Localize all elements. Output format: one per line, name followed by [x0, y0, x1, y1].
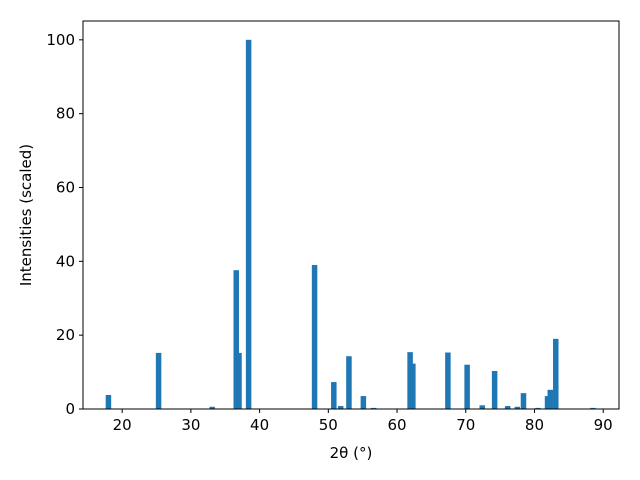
x-tick-label: 30	[181, 416, 200, 434]
bar	[547, 389, 554, 409]
bar	[360, 396, 367, 409]
y-tick-label: 80	[56, 105, 75, 123]
bar	[520, 393, 527, 409]
y-tick-label: 40	[56, 252, 75, 270]
bar	[535, 407, 541, 409]
bar	[491, 370, 498, 409]
bar	[410, 363, 416, 409]
bar	[504, 406, 511, 409]
x-axis-label: 2θ (°)	[330, 444, 373, 462]
y-tick-label: 20	[56, 326, 75, 344]
y-tick-label: 100	[46, 31, 75, 49]
y-tick-label: 0	[65, 400, 75, 418]
x-tick-label: 20	[113, 416, 132, 434]
bar	[370, 407, 377, 409]
x-tick-label: 50	[319, 416, 338, 434]
bar	[337, 406, 344, 409]
bar	[209, 406, 215, 409]
bar	[311, 265, 318, 409]
bar	[590, 407, 596, 409]
x-tick-label: 70	[456, 416, 475, 434]
bar	[464, 364, 470, 409]
bar	[105, 394, 112, 409]
plot-frame	[82, 20, 620, 410]
bar	[346, 356, 352, 409]
y-axis-label: Intensities (scaled)	[17, 144, 35, 286]
bar	[331, 382, 337, 409]
x-tick-label: 60	[387, 416, 406, 434]
bar	[245, 39, 252, 409]
x-tick-label: 80	[525, 416, 544, 434]
bar	[155, 352, 162, 409]
x-tick-label: 90	[594, 416, 613, 434]
bar	[445, 352, 451, 409]
x-tick-label: 40	[250, 416, 269, 434]
bar	[553, 338, 559, 409]
bar	[514, 406, 521, 409]
bar	[233, 270, 239, 409]
y-tick-label: 60	[56, 178, 75, 196]
bar	[236, 352, 242, 409]
bar	[479, 405, 485, 409]
